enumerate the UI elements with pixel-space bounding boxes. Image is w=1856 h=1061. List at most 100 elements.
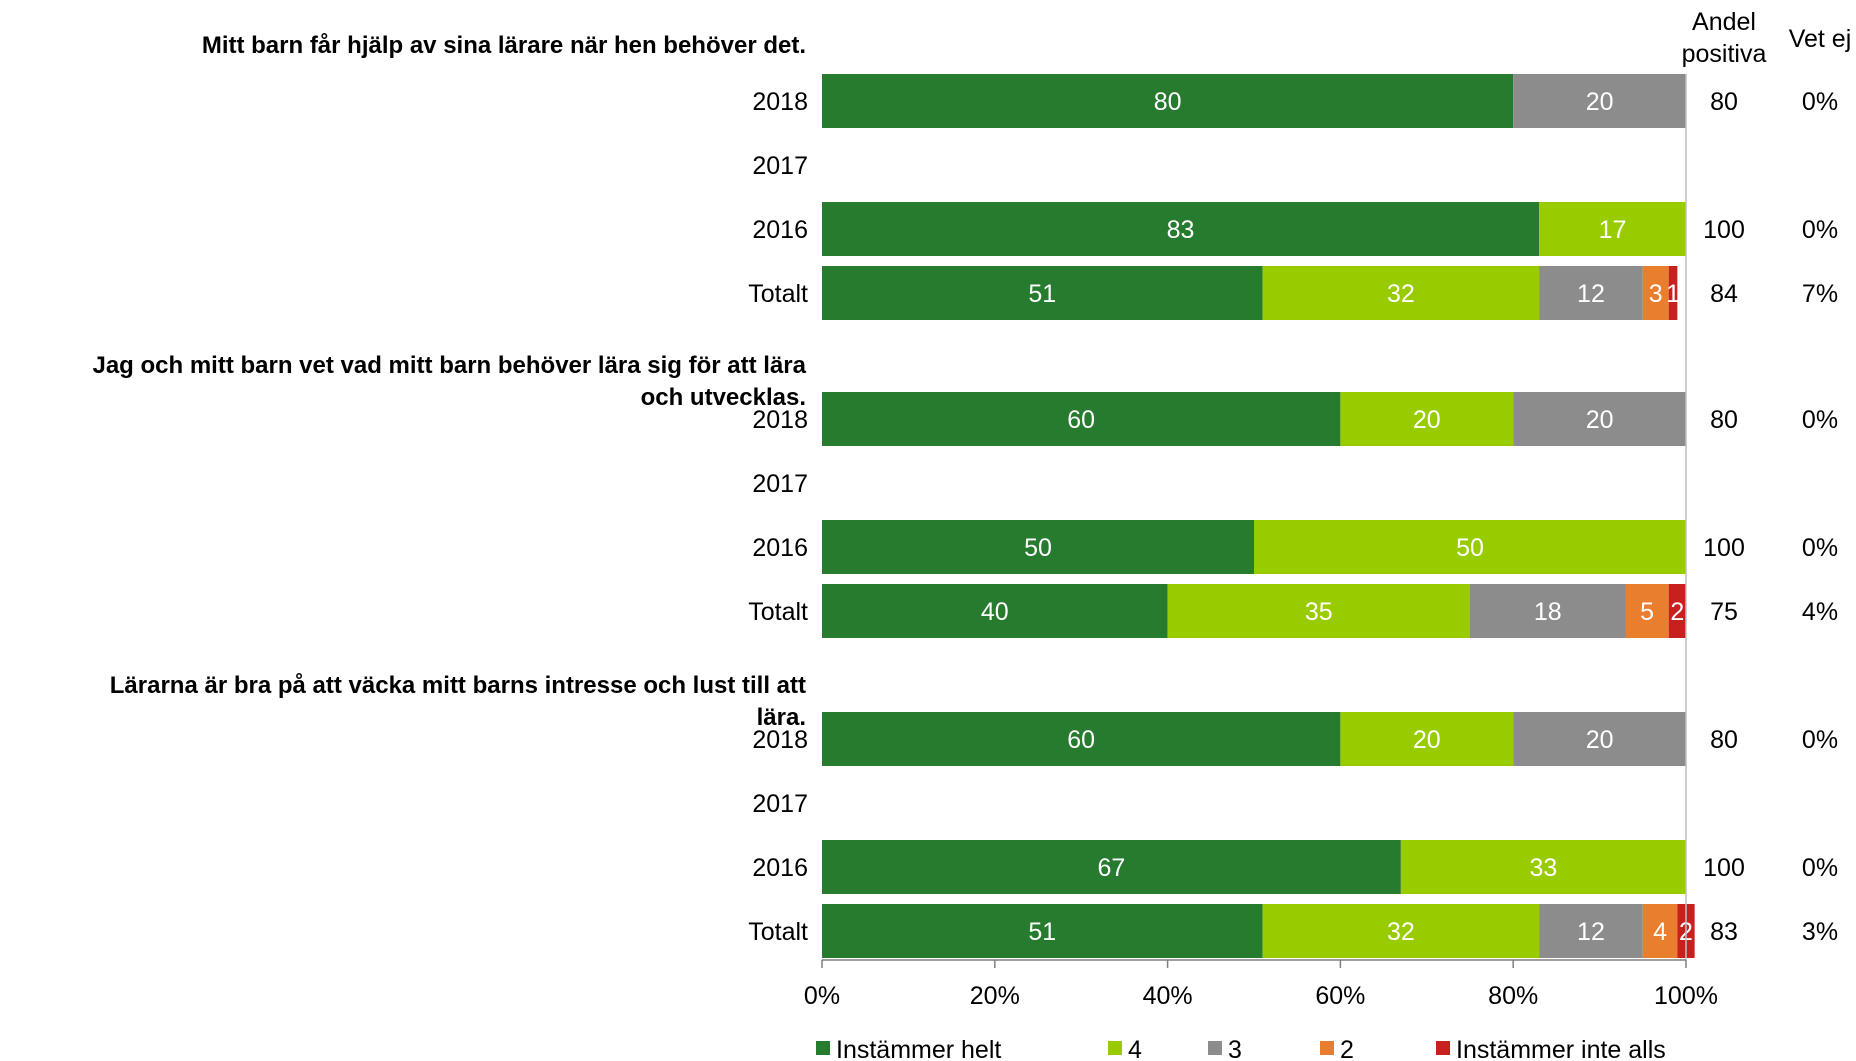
- bar-segment-label: 67: [1098, 854, 1126, 882]
- bar-segment-label: 17: [1599, 216, 1627, 244]
- bar-segment-label: 32: [1387, 918, 1415, 946]
- bar-segment-label: 3: [1649, 280, 1663, 308]
- question-groups: Mitt barn får hjälp av sina lärare när h…: [92, 32, 1838, 958]
- x-tick-label: 100%: [1654, 982, 1718, 1010]
- question-group-2: Jag och mitt barn vet vad mitt barn behö…: [92, 352, 1838, 638]
- legend-swatch: [1108, 1041, 1122, 1055]
- bar-segment-4: [1167, 584, 1470, 638]
- bar-segment-instämmer-helt: [822, 74, 1514, 128]
- row-label: 2017: [752, 790, 808, 818]
- row-label: 2016: [752, 534, 808, 562]
- x-tick-label: 20%: [970, 982, 1020, 1010]
- bar-segment-label: 18: [1534, 598, 1562, 626]
- bar-segment-label: 40: [981, 598, 1009, 626]
- bar-row-2017: 2017: [752, 790, 808, 818]
- bar-segment-label: 5: [1640, 598, 1654, 626]
- andel-positiva-value: 100: [1703, 854, 1745, 882]
- row-label: Totalt: [748, 918, 808, 946]
- row-label: Totalt: [748, 280, 808, 308]
- legend-item-instämmer-inte-alls: Instämmer inte alls: [1436, 1036, 1666, 1061]
- bar-segment-label: 32: [1387, 280, 1415, 308]
- andel-positiva-value: 84: [1710, 280, 1738, 308]
- bar-segment-2: [1625, 584, 1669, 638]
- legend-item-3: 3: [1208, 1036, 1242, 1061]
- bar-segment-label: 50: [1024, 534, 1052, 562]
- bar-segment-4: [1262, 904, 1540, 958]
- bar-segment-4: [1340, 392, 1514, 446]
- x-tick-label: 80%: [1488, 982, 1538, 1010]
- legend: Instämmer helt 4 3 2 Instämmer inte alls: [816, 1036, 1666, 1061]
- bar-segment-label: 20: [1586, 406, 1614, 434]
- bar-segment-2: [1642, 266, 1669, 320]
- bar-segment-label: 20: [1586, 88, 1614, 116]
- question-text: Jag och mitt barn vet vad mitt barn behö…: [92, 352, 806, 379]
- bar-segment-3: [1539, 904, 1643, 958]
- row-label: 2016: [752, 854, 808, 882]
- bar-segment-instämmer-helt: [822, 904, 1263, 958]
- vet-ej-value: 0%: [1802, 726, 1838, 754]
- bar-segment-label: 60: [1067, 726, 1095, 754]
- vet-ej-value: 4%: [1802, 598, 1838, 626]
- bar-segment-label: 4: [1653, 918, 1667, 946]
- bar-segment-3: [1513, 712, 1686, 766]
- header-andel-positiva-line: Andel: [1692, 8, 1756, 36]
- bar-row-totalt: Totalt 51 32 12 3 1 84 7%: [748, 266, 1838, 320]
- header-andel-positiva-line: positiva: [1682, 40, 1767, 68]
- bar-segment-label: 20: [1586, 726, 1614, 754]
- bar-segment-label: 60: [1067, 406, 1095, 434]
- bar-segment-instämmer-helt: [822, 266, 1263, 320]
- legend-label: 4: [1128, 1036, 1142, 1061]
- vet-ej-value: 0%: [1802, 216, 1838, 244]
- andel-positiva-value: 80: [1710, 726, 1738, 754]
- andel-positiva-value: 100: [1703, 534, 1745, 562]
- row-label: 2016: [752, 216, 808, 244]
- row-label: 2018: [752, 406, 808, 434]
- andel-positiva-value: 100: [1703, 216, 1745, 244]
- bar-row-2018: 2018 80 20 80 0%: [752, 74, 1838, 128]
- question-text: lära.: [757, 704, 806, 731]
- bar-segment-label: 83: [1167, 216, 1195, 244]
- x-tick-label: 40%: [1143, 982, 1193, 1010]
- legend-item-4: 4: [1108, 1036, 1142, 1061]
- bar-segment-label: 33: [1530, 854, 1558, 882]
- bar-segment-instämmer-helt: [822, 520, 1254, 574]
- andel-positiva-value: 80: [1710, 88, 1738, 116]
- row-label: Totalt: [748, 598, 808, 626]
- bar-segment-4: [1262, 266, 1540, 320]
- andel-positiva-value: 83: [1710, 918, 1738, 946]
- bar-row-2016: 2016 50 50 100 0%: [752, 520, 1838, 574]
- legend-label: Instämmer helt: [836, 1036, 1001, 1061]
- bar-row-2016: 2016 67 33 100 0%: [752, 840, 1838, 894]
- bar-segment-label: 20: [1413, 406, 1441, 434]
- bar-segment-label: 35: [1305, 598, 1333, 626]
- header-andel-positiva: Andel positiva: [1682, 8, 1767, 68]
- bar-segment-4: [1340, 712, 1514, 766]
- bar-segment-label: 50: [1456, 534, 1484, 562]
- legend-swatch: [1208, 1041, 1222, 1055]
- bar-segment-instämmer-helt: [822, 840, 1401, 894]
- bar-segment-3: [1513, 392, 1686, 446]
- bar-segment-4: [1539, 202, 1686, 256]
- bar-row-2017: 2017: [752, 152, 808, 180]
- question-text: Mitt barn får hjälp av sina lärare när h…: [202, 32, 806, 59]
- bar-segment-2: [1642, 904, 1678, 958]
- question-text: Lärarna är bra på att väcka mitt barns i…: [110, 672, 806, 699]
- legend-swatch: [816, 1041, 830, 1055]
- legend-item-2: 2: [1320, 1036, 1354, 1061]
- bar-segment-label: 80: [1154, 88, 1182, 116]
- bar-segment-3: [1539, 266, 1643, 320]
- bar-segment-instämmer-inte-alls: [1668, 584, 1686, 638]
- bar-segment-label: 51: [1028, 918, 1056, 946]
- legend-swatch: [1436, 1041, 1450, 1055]
- row-label: 2017: [752, 470, 808, 498]
- row-label: 2018: [752, 88, 808, 116]
- bar-row-2016: 2016 83 17 100 0%: [752, 202, 1838, 256]
- bar-segment-instämmer-helt: [822, 584, 1168, 638]
- bar-segment-label: 2: [1670, 598, 1684, 626]
- bar-segment-instämmer-helt: [822, 712, 1341, 766]
- bar-segment-3: [1513, 74, 1686, 128]
- bar-segment-instämmer-inte-alls: [1668, 266, 1678, 320]
- bar-segment-label: 1: [1666, 280, 1680, 308]
- bar-segment-instämmer-helt: [822, 392, 1341, 446]
